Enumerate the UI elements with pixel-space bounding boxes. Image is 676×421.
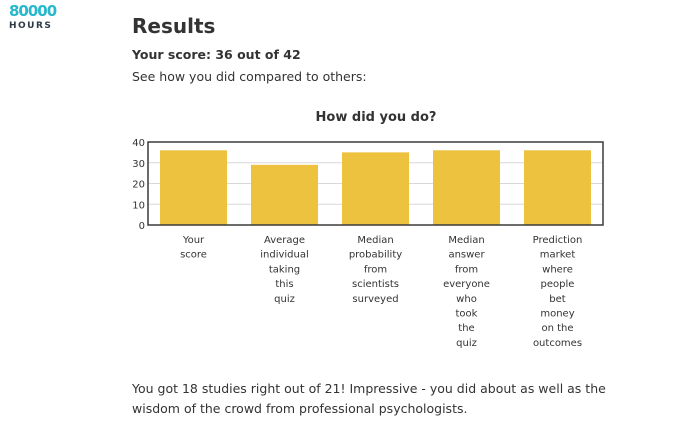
category-label-line: individual <box>260 250 309 261</box>
category-label-line: outcomes <box>533 338 582 349</box>
results-chart: How did you do? 0 10 20 30 40 Your score Avera… <box>132 110 604 349</box>
bar <box>251 164 318 225</box>
summary-text: You got 18 studies right out of 21! Impr… <box>132 381 606 416</box>
y-axis-ticks: 0 10 20 30 40 <box>132 138 145 232</box>
category-label-line: quiz <box>274 294 295 305</box>
category-label-line: the <box>458 323 474 334</box>
compare-text: See how you did compared to others: <box>132 69 367 84</box>
category-label-line: score <box>180 250 207 261</box>
category-label-line: probability <box>349 250 402 261</box>
logo-word: HOURS <box>9 21 53 31</box>
category-label-line: money <box>540 309 574 320</box>
category-label-line: Average <box>264 235 305 246</box>
category-label-line: answer <box>448 250 485 261</box>
category-label-line: market <box>540 250 576 261</box>
category-label-line: surveyed <box>352 294 398 305</box>
category-label-line: Median <box>357 235 393 246</box>
category-label: Median probability from scientists surveyed <box>349 235 402 305</box>
category-label-line: Prediction <box>533 235 583 246</box>
y-tick-label: 20 <box>132 180 145 191</box>
bar <box>524 150 591 225</box>
bar <box>342 152 409 225</box>
category-label-line: scientists <box>352 279 399 290</box>
y-tick-label: 40 <box>132 138 145 149</box>
y-tick-label: 0 <box>139 221 145 232</box>
category-label: Average individual taking this quiz <box>260 235 309 305</box>
plot-frame <box>147 141 604 226</box>
category-label: Your score <box>180 235 207 261</box>
category-label: Median answer from everyone who took the quiz <box>443 235 490 349</box>
page-title: Results <box>132 14 216 38</box>
category-label-line: from <box>364 264 387 275</box>
category-label-line: where <box>542 264 573 275</box>
chart-bars <box>160 150 591 225</box>
y-tick-label: 30 <box>132 159 145 170</box>
score-text: Your score: 36 out of 42 <box>132 47 301 62</box>
category-label-line: everyone <box>443 279 490 290</box>
category-label-line: who <box>456 294 477 305</box>
bar <box>160 150 227 225</box>
category-label-line: taking <box>269 264 300 275</box>
chart-title: How did you do? <box>316 110 437 125</box>
category-label-line: this <box>275 279 293 290</box>
category-label-line: bet <box>549 294 566 305</box>
category-label-line: Median <box>448 235 484 246</box>
category-label-line: from <box>455 264 478 275</box>
y-tick-label: 10 <box>132 200 145 211</box>
category-label-line: people <box>541 279 575 290</box>
category-label: Prediction market where people bet money on th… <box>533 235 583 349</box>
category-label-line: quiz <box>456 338 477 349</box>
x-axis-labels: Your score Average individual taking this quiz… <box>180 235 582 349</box>
bar <box>433 150 500 225</box>
category-label-line: Your <box>182 235 205 246</box>
logo[interactable]: 80000 HOURS <box>9 3 69 32</box>
logo-number: 80000 <box>9 2 57 20</box>
category-label-line: on the <box>541 323 573 334</box>
category-label-line: took <box>456 309 478 320</box>
